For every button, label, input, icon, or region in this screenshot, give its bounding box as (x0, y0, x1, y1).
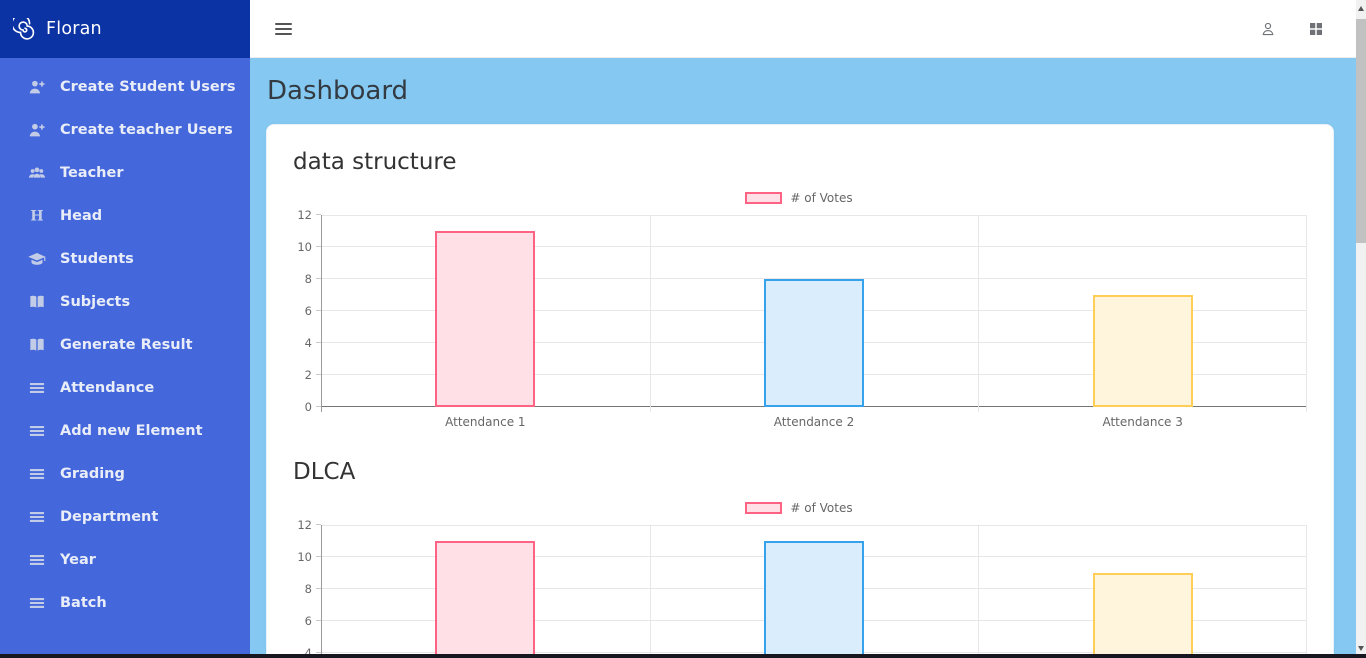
list-icon (27, 464, 47, 484)
sidebar-item-label: Head (60, 207, 103, 224)
sidebar-item-label: Batch (60, 594, 107, 611)
sidebar-item-label: Students (60, 250, 134, 267)
y-axis: 0 2 4 6 8 10 12 (291, 208, 321, 414)
sidebar-item-label: Create teacher Users (60, 121, 233, 138)
y-tick-label: 6 (304, 614, 312, 628)
user-icon[interactable] (1259, 20, 1277, 38)
legend-swatch (745, 192, 783, 204)
sidebar-item-subjects[interactable]: Subjects (0, 280, 250, 323)
sidebar-item-label: Create Student Users (60, 78, 236, 95)
x-tick-label: Attendance 1 (445, 415, 526, 429)
legend-label: # of Votes (790, 501, 853, 515)
bar-attendance-1[interactable] (435, 541, 536, 658)
book-open-icon (27, 335, 47, 355)
sidebar-item-department[interactable]: Department (0, 495, 250, 538)
chart-legend[interactable]: # of Votes (291, 191, 1307, 205)
list-icon (27, 378, 47, 398)
graduation-cap-icon (27, 249, 47, 269)
y-tick-label: 6 (304, 304, 312, 318)
sidebar-item-batch[interactable]: Batch (0, 581, 250, 624)
y-tick-label: 8 (304, 582, 312, 596)
y-tick-label: 10 (297, 240, 312, 254)
sidebar-item-head[interactable]: H Head (0, 194, 250, 237)
x-tick-label: Attendance 3 (1102, 415, 1183, 429)
sidebar-item-grading[interactable]: Grading (0, 452, 250, 495)
sidebar-item-label: Generate Result (60, 336, 193, 353)
dashboard-card: data structure # of Votes 0 2 4 6 8 10 12 Attenda… (266, 124, 1334, 658)
sidebar-item-label: Teacher (60, 164, 124, 181)
sidebar-nav: Create Student Users Create teacher Users… (0, 58, 250, 624)
x-tick-label: Attendance 2 (773, 415, 855, 429)
sidebar-item-attendance[interactable]: Attendance (0, 366, 250, 409)
bar-attendance-2[interactable] (763, 541, 865, 658)
list-icon (27, 421, 47, 441)
y-tick-label: 4 (304, 336, 312, 350)
topbar-actions (1259, 20, 1325, 38)
list-icon (27, 593, 47, 613)
sidebar-item-label: Add new Element (60, 422, 203, 439)
y-tick-label: 4 (304, 646, 312, 658)
sidebar-item-create-student-users[interactable]: Create Student Users (0, 65, 250, 108)
list-icon (27, 550, 47, 570)
x-axis-labels: Attendance 1 Attendance 2 Attendance 3 (321, 415, 1307, 429)
sidebar-item-label: Grading (60, 465, 125, 482)
scrollbar-thumb[interactable] (1356, 19, 1366, 243)
y-tick-label: 0 (304, 400, 312, 414)
y-tick-label: 8 (304, 272, 312, 286)
sidebar-item-create-teacher-users[interactable]: Create teacher Users (0, 108, 250, 151)
sidebar: Floran Create Student Users Create teache… (0, 0, 250, 658)
y-tick-label: 12 (297, 208, 312, 222)
sidebar-item-label: Subjects (60, 293, 131, 310)
sidebar-item-year[interactable]: Year (0, 538, 250, 581)
apps-grid-icon[interactable] (1307, 20, 1325, 38)
sidebar-item-add-new-element[interactable]: Add new Element (0, 409, 250, 452)
svg-text:H: H (30, 208, 43, 224)
chart-legend[interactable]: # of Votes (291, 501, 1307, 515)
chart-title: data structure (293, 149, 457, 175)
book-open-icon (27, 292, 47, 312)
plot-area (316, 524, 1307, 658)
brand[interactable]: Floran (0, 0, 250, 58)
brand-name: Floran (46, 19, 102, 39)
bar-attendance-2[interactable] (763, 279, 865, 407)
y-tick-label: 12 (297, 518, 312, 532)
page-title: Dashboard (267, 76, 409, 106)
spiral-logo-icon (13, 17, 36, 41)
sidebar-item-students[interactable]: Students (0, 237, 250, 280)
menu-icon[interactable] (273, 21, 294, 37)
main-area: Dashboard data structure # of Votes 0 2 4 6 8 1… (250, 0, 1356, 658)
sidebar-item-generate-result[interactable]: Generate Result (0, 323, 250, 366)
user-plus-icon (27, 77, 47, 97)
bar-attendance-1[interactable] (435, 231, 536, 407)
users-icon (27, 163, 47, 183)
sidebar-item-label: Attendance (60, 379, 155, 396)
legend-swatch (745, 502, 783, 514)
chart-section-0: data structure # of Votes 0 2 4 6 8 10 12 Attenda… (291, 149, 1307, 429)
plot-area (316, 214, 1307, 412)
sidebar-item-teacher[interactable]: Teacher (0, 151, 250, 194)
legend-label: # of Votes (790, 191, 853, 205)
letter-h-icon: H (27, 206, 47, 226)
list-icon (27, 507, 47, 527)
user-plus-icon (27, 120, 47, 140)
chart-title: DLCA (293, 459, 356, 485)
y-tick-label: 2 (304, 368, 312, 382)
bar-attendance-3[interactable] (1092, 573, 1193, 658)
content: Dashboard data structure # of Votes 0 2 4 6 8 1… (250, 58, 1356, 658)
y-tick-label: 10 (297, 550, 312, 564)
sidebar-item-label: Department (60, 508, 159, 525)
scroll-down-button[interactable] (1356, 640, 1366, 657)
scroll-up-button[interactable] (1356, 0, 1366, 17)
sidebar-item-label: Year (60, 551, 96, 568)
bottom-edge-strip (0, 654, 1366, 658)
vertical-scrollbar[interactable] (1356, 0, 1366, 658)
bar-attendance-3[interactable] (1092, 295, 1193, 407)
topbar (250, 0, 1356, 58)
